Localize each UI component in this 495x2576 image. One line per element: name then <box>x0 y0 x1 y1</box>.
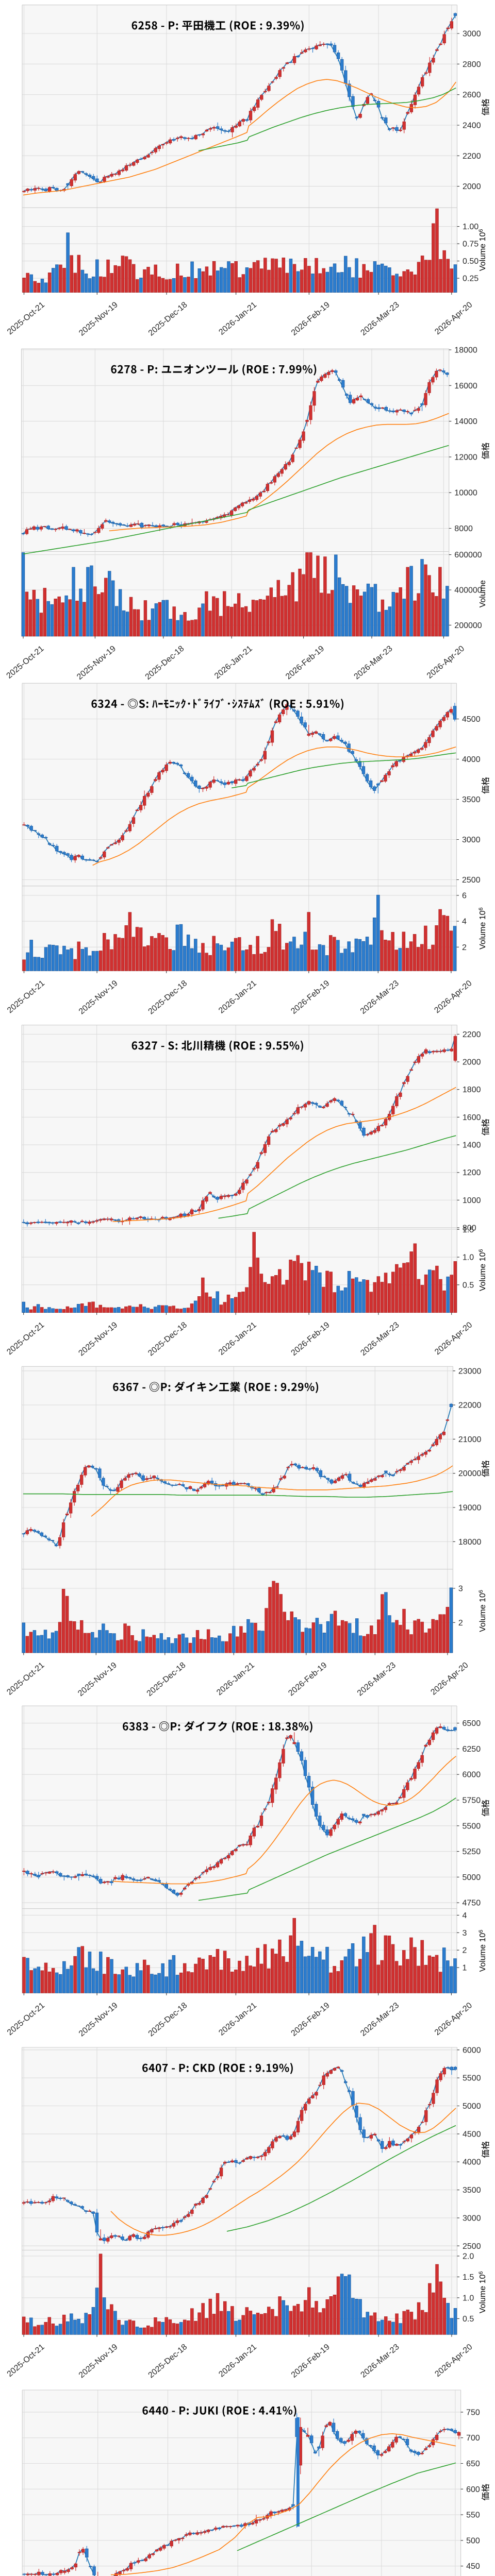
svg-text:2: 2 <box>458 1619 463 1628</box>
svg-text:21000: 21000 <box>458 1435 482 1444</box>
svg-text:500: 500 <box>466 2536 480 2545</box>
svg-text:400000: 400000 <box>454 586 482 595</box>
svg-text:3000: 3000 <box>462 836 481 844</box>
svg-text:3000: 3000 <box>463 2214 481 2223</box>
svg-text:2000: 2000 <box>463 182 481 191</box>
svg-text:5000: 5000 <box>463 1873 481 1882</box>
svg-text:2500: 2500 <box>463 2242 481 2251</box>
svg-text:18000: 18000 <box>458 1538 482 1547</box>
svg-text:6500: 6500 <box>463 1719 481 1728</box>
svg-text:19000: 19000 <box>458 1504 482 1513</box>
svg-text:1: 1 <box>463 1964 467 1973</box>
svg-text:Volume 106: Volume 106 <box>478 1590 487 1632</box>
svg-text:1.5: 1.5 <box>463 2273 474 2282</box>
svg-text:5750: 5750 <box>463 1797 481 1805</box>
svg-text:Volume 106: Volume 106 <box>478 1249 487 1291</box>
svg-text:750: 750 <box>466 2408 480 2417</box>
svg-text:450: 450 <box>466 2562 480 2571</box>
svg-text:5500: 5500 <box>463 2074 481 2083</box>
svg-text:14000: 14000 <box>454 417 477 426</box>
svg-text:4000: 4000 <box>462 755 481 764</box>
svg-text:3000: 3000 <box>463 30 481 39</box>
svg-text:22000: 22000 <box>458 1401 482 1410</box>
svg-text:1.5: 1.5 <box>463 1226 474 1234</box>
svg-text:650: 650 <box>466 2460 480 2468</box>
svg-text:800: 800 <box>463 1224 476 1233</box>
svg-text:3: 3 <box>458 1585 463 1594</box>
svg-text:6250: 6250 <box>463 1745 481 1754</box>
svg-text:200000: 200000 <box>454 621 482 630</box>
svg-text:12000: 12000 <box>454 453 477 462</box>
svg-text:1600: 1600 <box>463 1113 481 1122</box>
svg-text:Volume 106: Volume 106 <box>478 229 487 271</box>
svg-text:2000: 2000 <box>463 1058 481 1067</box>
svg-text:1.00: 1.00 <box>463 223 478 231</box>
svg-text:0.25: 0.25 <box>463 275 478 283</box>
svg-text:2200: 2200 <box>463 1030 481 1039</box>
svg-text:4500: 4500 <box>463 2130 481 2139</box>
svg-text:16000: 16000 <box>454 382 477 391</box>
svg-text:6000: 6000 <box>463 2046 481 2055</box>
svg-text:2500: 2500 <box>462 876 481 885</box>
svg-text:2800: 2800 <box>463 60 481 69</box>
svg-text:4500: 4500 <box>462 715 481 724</box>
svg-text:1200: 1200 <box>463 1168 481 1177</box>
svg-text:5500: 5500 <box>463 1822 481 1831</box>
svg-text:3500: 3500 <box>462 795 481 804</box>
svg-text:6000: 6000 <box>463 1771 481 1780</box>
svg-text:6: 6 <box>462 891 467 900</box>
svg-text:4750: 4750 <box>463 1899 481 1908</box>
svg-text:4: 4 <box>462 918 467 926</box>
svg-text:0.75: 0.75 <box>463 240 478 249</box>
svg-text:2.0: 2.0 <box>463 2252 474 2261</box>
svg-text:4: 4 <box>463 1911 467 1920</box>
svg-text:20000: 20000 <box>458 1469 482 1478</box>
svg-text:23000: 23000 <box>458 1367 482 1376</box>
svg-text:2: 2 <box>463 1946 467 1955</box>
svg-text:5250: 5250 <box>463 1848 481 1856</box>
svg-text:18000: 18000 <box>454 346 477 355</box>
svg-text:Volume 106: Volume 106 <box>478 2272 487 2314</box>
svg-text:2200: 2200 <box>463 152 481 161</box>
svg-text:1400: 1400 <box>463 1141 481 1150</box>
svg-text:2400: 2400 <box>463 122 481 130</box>
svg-text:1000: 1000 <box>463 1196 481 1205</box>
svg-text:10000: 10000 <box>454 489 477 498</box>
svg-text:0.5: 0.5 <box>463 2315 474 2324</box>
svg-text:2600: 2600 <box>463 91 481 99</box>
svg-text:Volume 106: Volume 106 <box>478 907 487 950</box>
svg-text:1800: 1800 <box>463 1086 481 1094</box>
svg-text:1.0: 1.0 <box>463 2294 474 2302</box>
svg-text:5000: 5000 <box>463 2102 481 2111</box>
svg-text:1.0: 1.0 <box>463 1253 474 1262</box>
svg-text:3500: 3500 <box>463 2186 481 2195</box>
svg-text:Volume 106: Volume 106 <box>478 1930 487 1972</box>
svg-text:3: 3 <box>463 1929 467 1938</box>
svg-text:700: 700 <box>466 2434 480 2443</box>
svg-text:2: 2 <box>462 943 467 952</box>
svg-text:600000: 600000 <box>454 551 482 560</box>
svg-text:0.50: 0.50 <box>463 257 478 266</box>
svg-text:550: 550 <box>466 2511 480 2520</box>
svg-text:0.5: 0.5 <box>463 1281 474 1290</box>
svg-text:4000: 4000 <box>463 2158 481 2167</box>
svg-text:Volume: Volume <box>478 580 487 607</box>
svg-text:8000: 8000 <box>454 524 473 533</box>
svg-text:600: 600 <box>466 2485 480 2494</box>
